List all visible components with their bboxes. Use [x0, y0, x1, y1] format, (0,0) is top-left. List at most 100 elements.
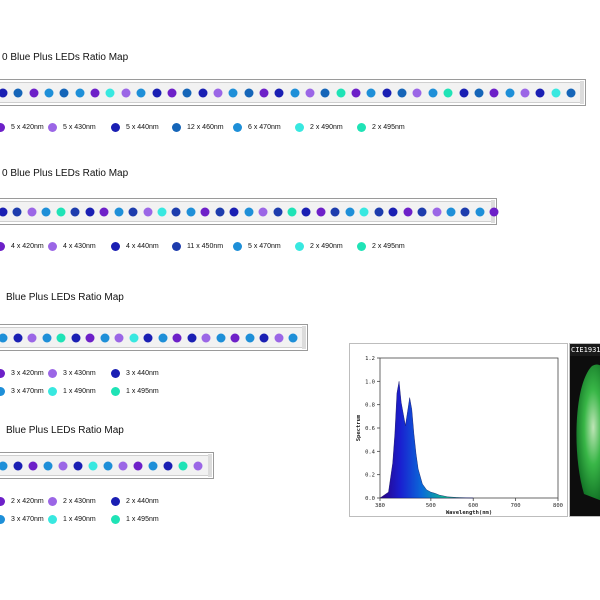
- led-dot: [287, 207, 297, 216]
- led-dot: [428, 88, 438, 97]
- legend-item: 1 x 490nm: [48, 387, 96, 396]
- legend-item: 2 x 490nm: [295, 242, 343, 251]
- led-dot: [71, 333, 80, 342]
- led-dot: [0, 88, 8, 97]
- legend-swatch: [48, 369, 57, 378]
- led-dot: [230, 333, 240, 342]
- legend-item: 11 x 450nm: [172, 242, 223, 251]
- legend-label: 2 x 495nm: [372, 243, 405, 250]
- legend-item: 3 x 470nm: [0, 515, 44, 524]
- led-dot: [186, 207, 196, 216]
- legend-swatch: [0, 369, 5, 378]
- legend-label: 3 x 470nm: [11, 516, 44, 523]
- led-dot: [273, 207, 283, 216]
- legend-label: 1 x 490nm: [63, 516, 96, 523]
- spectrum-area: [379, 381, 474, 499]
- led-dot: [121, 88, 131, 97]
- led-dot: [158, 333, 167, 342]
- led-dot: [27, 207, 37, 216]
- led-dot: [258, 207, 268, 216]
- led-dot: [13, 333, 22, 342]
- y-tick-label: 0.0: [365, 496, 375, 502]
- legend-swatch: [172, 123, 181, 132]
- led-dot: [198, 88, 208, 97]
- legend-swatch: [233, 123, 242, 132]
- legend-item: 3 x 420nm: [0, 369, 44, 378]
- legend-swatch: [48, 387, 57, 396]
- led-dot: [85, 333, 95, 342]
- section-title: 0 Blue Plus LEDs Ratio Map: [2, 168, 129, 179]
- led-dot: [366, 88, 376, 97]
- legend-label: 1 x 490nm: [63, 388, 96, 395]
- legend-label: 3 x 440nm: [126, 370, 159, 377]
- legend-swatch: [111, 123, 120, 132]
- led-dot: [213, 88, 223, 97]
- legend-swatch: [0, 123, 5, 132]
- legend-swatch: [111, 387, 120, 396]
- led-dot: [320, 88, 330, 97]
- legend-swatch: [48, 497, 57, 506]
- led-dot: [330, 207, 340, 216]
- led-dot: [88, 461, 98, 470]
- legend-swatch: [48, 515, 57, 524]
- led-dot: [118, 461, 128, 470]
- led-dot: [474, 88, 484, 97]
- legend-label: 6 x 470nm: [248, 124, 281, 131]
- strip-endcap: [302, 326, 306, 349]
- led-dot: [215, 207, 225, 216]
- led-dot: [0, 207, 8, 216]
- cie-chart: CIE1931: [569, 343, 600, 517]
- section-title: Blue Plus LEDs Ratio Map: [6, 425, 124, 436]
- led-dot: [56, 333, 66, 342]
- led-dot: [136, 88, 146, 97]
- led-dot: [182, 88, 192, 97]
- legend-label: 3 x 470nm: [11, 388, 44, 395]
- led-dot: [403, 207, 413, 216]
- led-dot: [0, 461, 8, 470]
- led-dot: [99, 207, 109, 216]
- led-dot: [374, 207, 384, 216]
- led-dot: [489, 207, 499, 216]
- legend-label: 5 x 440nm: [126, 124, 159, 131]
- led-dot: [397, 88, 407, 97]
- led-dot: [412, 88, 422, 97]
- led-dot: [114, 207, 124, 216]
- led-dot: [301, 207, 311, 216]
- legend-item: 3 x 430nm: [48, 369, 96, 378]
- legend-swatch: [48, 123, 57, 132]
- led-dot: [345, 207, 355, 216]
- legend-label: 4 x 440nm: [126, 243, 159, 250]
- led-dot: [274, 333, 283, 342]
- legend-item: 2 x 440nm: [111, 497, 159, 506]
- legend-item: 1 x 490nm: [48, 515, 96, 524]
- led-dot: [489, 88, 499, 97]
- led-dot: [0, 333, 8, 342]
- led-dot: [417, 207, 427, 216]
- x-tick-label: 500: [426, 503, 436, 509]
- led-dot: [29, 88, 39, 97]
- y-tick-label: 0.4: [365, 449, 376, 455]
- legend-label: 11 x 450nm: [187, 243, 224, 250]
- led-dot: [216, 333, 225, 342]
- x-tick-label: 380: [375, 503, 385, 509]
- led-dot: [193, 461, 203, 470]
- led-dot: [244, 207, 254, 216]
- y-tick-label: 0.8: [365, 403, 375, 409]
- legend-swatch: [295, 123, 304, 132]
- led-dot: [535, 88, 545, 97]
- y-tick-label: 0.6: [365, 426, 375, 432]
- legend-swatch: [172, 242, 181, 251]
- led-dot: [172, 333, 182, 342]
- led-dot: [85, 207, 95, 216]
- led-dot: [143, 207, 152, 216]
- led-dot: [259, 333, 269, 342]
- led-dot: [163, 461, 173, 470]
- legend-label: 2 x 430nm: [63, 498, 96, 505]
- legend-item: 3 x 440nm: [111, 369, 159, 378]
- legend-label: 1 x 495nm: [126, 388, 159, 395]
- legend-item: 2 x 490nm: [295, 123, 343, 132]
- legend-label: 5 x 470nm: [248, 243, 281, 250]
- legend-label: 5 x 420nm: [11, 124, 44, 131]
- legend-item: 2 x 495nm: [357, 123, 405, 132]
- led-dot: [187, 333, 196, 342]
